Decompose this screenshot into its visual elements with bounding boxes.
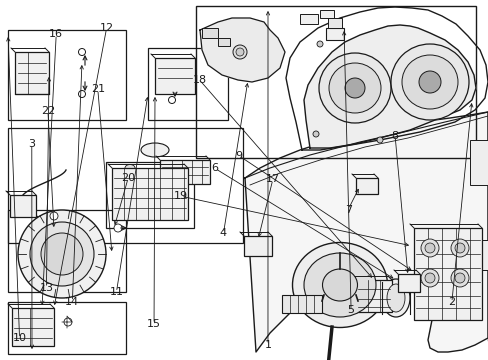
Ellipse shape [18,210,106,298]
Text: 1: 1 [264,340,271,350]
Bar [244,236,271,256]
Ellipse shape [390,44,468,120]
Bar [112,168,187,220]
Text: 22: 22 [41,106,55,116]
Bar [12,308,54,346]
Text: 4: 4 [220,228,226,238]
Bar [10,195,36,217]
Ellipse shape [454,273,464,283]
Polygon shape [244,112,487,352]
Text: 2: 2 [447,297,454,307]
Ellipse shape [401,55,457,109]
Bar [106,162,194,228]
Bar [196,6,475,158]
Text: 9: 9 [235,150,242,161]
Bar [218,38,229,46]
Ellipse shape [168,96,175,104]
Ellipse shape [328,63,380,113]
Ellipse shape [450,269,468,287]
Ellipse shape [424,273,434,283]
Ellipse shape [312,131,318,137]
Bar [413,228,481,320]
Ellipse shape [304,253,375,317]
Text: 21: 21 [91,84,104,94]
Text: 7: 7 [344,204,351,215]
Ellipse shape [292,243,386,328]
Ellipse shape [345,78,364,98]
Text: 5: 5 [347,305,354,315]
Ellipse shape [79,49,85,55]
Ellipse shape [424,243,434,253]
Ellipse shape [125,165,135,171]
Text: 18: 18 [192,75,206,85]
Bar [8,302,126,354]
Text: 10: 10 [13,333,26,343]
Ellipse shape [376,137,382,143]
Bar [282,295,321,313]
Bar [8,30,126,120]
Ellipse shape [381,279,409,317]
Ellipse shape [79,90,85,98]
Text: 17: 17 [265,174,279,184]
Bar [397,274,419,292]
Bar [8,128,243,243]
Ellipse shape [114,224,122,232]
Bar [469,140,487,185]
Ellipse shape [50,212,58,220]
Bar [355,280,391,312]
Ellipse shape [318,53,390,123]
Bar [148,48,227,120]
Polygon shape [200,18,285,82]
Ellipse shape [322,269,357,301]
Text: 12: 12 [100,23,113,33]
Bar [299,14,317,24]
Polygon shape [304,25,475,148]
Bar [355,178,377,194]
Ellipse shape [30,222,94,286]
Text: 19: 19 [174,191,187,201]
Text: 20: 20 [121,173,135,183]
Ellipse shape [420,269,438,287]
Ellipse shape [420,239,438,257]
Text: 3: 3 [28,139,35,149]
Text: 15: 15 [147,319,161,329]
Ellipse shape [418,71,440,93]
Ellipse shape [316,41,323,47]
Ellipse shape [64,318,72,326]
Bar [469,240,487,270]
Ellipse shape [141,143,169,157]
Bar [202,28,218,38]
Bar [160,160,209,184]
Bar [155,58,195,94]
Text: 14: 14 [65,297,79,307]
Bar [8,210,126,292]
Text: 16: 16 [49,29,63,39]
Ellipse shape [236,48,244,56]
Ellipse shape [386,284,404,312]
Bar [319,10,333,18]
Bar [325,28,343,40]
Ellipse shape [232,45,246,59]
Bar [15,52,49,94]
Bar [327,18,341,28]
Ellipse shape [41,233,83,275]
Text: 13: 13 [40,283,53,293]
Ellipse shape [454,243,464,253]
Text: 11: 11 [109,287,123,297]
Text: 6: 6 [211,163,218,174]
Ellipse shape [450,239,468,257]
Text: 8: 8 [391,131,398,141]
